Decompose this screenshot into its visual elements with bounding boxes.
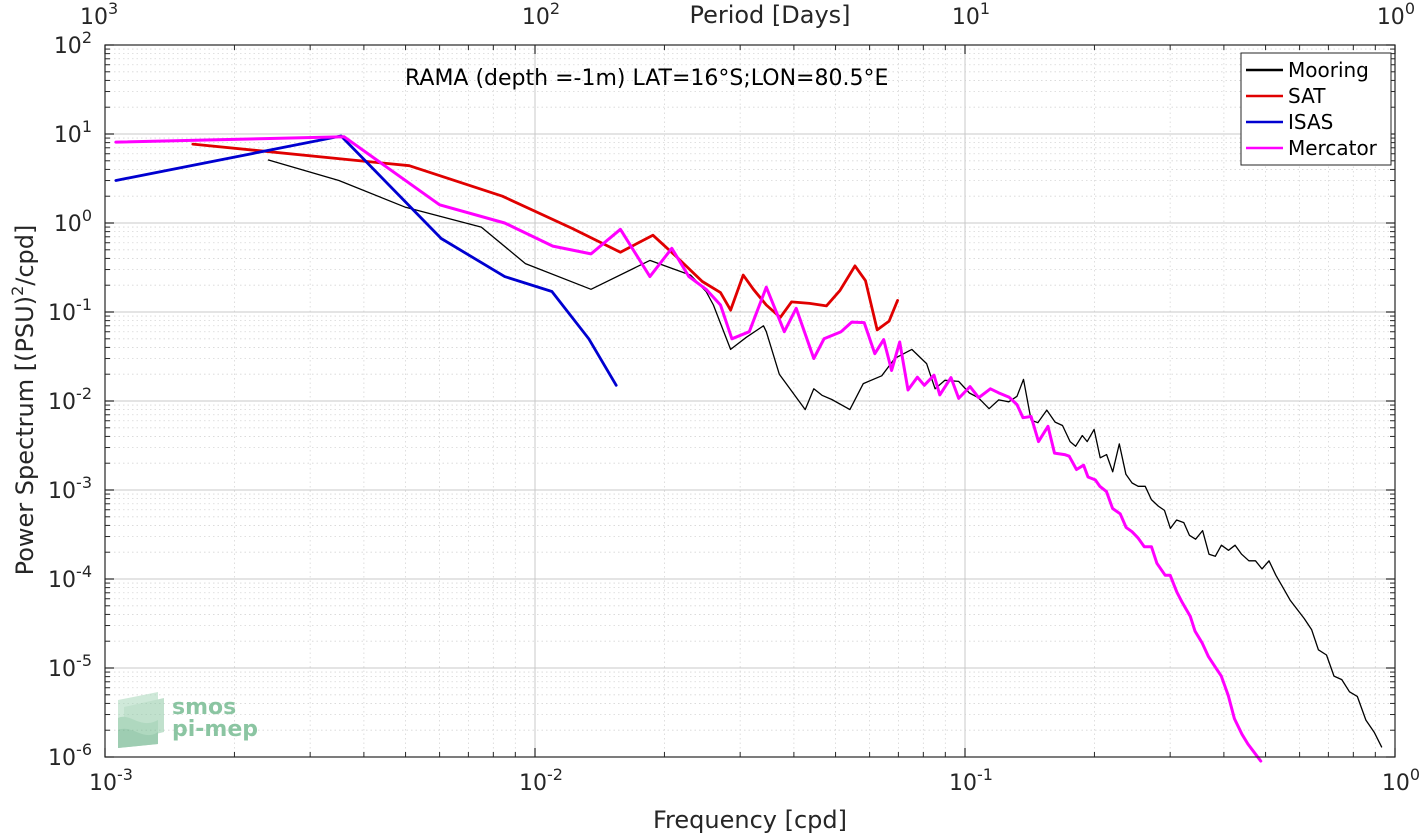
chart-title: RAMA (depth =-1m) LAT=16°S;LON=80.5°E bbox=[405, 66, 888, 91]
y-tick-label: 10-5 bbox=[48, 651, 92, 682]
top-x-tick-label-base: 10 bbox=[80, 5, 108, 30]
top-x-tick-label-exponent: 0 bbox=[1405, 0, 1415, 18]
y-tick-label-exponent: -5 bbox=[76, 651, 92, 670]
y-tick-label-exponent: 0 bbox=[82, 206, 92, 225]
y-tick-label: 10-3 bbox=[48, 473, 92, 504]
top-x-tick-label-exponent: 2 bbox=[550, 0, 560, 18]
legend-box bbox=[1240, 52, 1392, 166]
x-axis-label: Frequency [cpd] bbox=[653, 806, 847, 834]
y-tick-label: 10-1 bbox=[48, 295, 92, 326]
x-tick-label-exponent: 0 bbox=[1410, 765, 1420, 784]
x-tick-label: 100 bbox=[1382, 765, 1420, 796]
legend-label-mercator: Mercator bbox=[1288, 136, 1378, 160]
y-tick-label-base: 10 bbox=[54, 34, 82, 59]
legend-label-mooring: Mooring bbox=[1288, 58, 1369, 82]
y-tick-label: 10-4 bbox=[48, 562, 92, 593]
logo-line-pi-mep: pi-mep bbox=[172, 717, 258, 742]
logo-line-smos: smos bbox=[172, 695, 236, 720]
y-axis-label-tail: /cpd] bbox=[11, 225, 39, 286]
y-tick-label-base: 10 bbox=[48, 479, 76, 504]
x-tick-label-base: 10 bbox=[89, 771, 117, 796]
logo-waves-icon bbox=[118, 692, 164, 748]
y-tick-label: 10-6 bbox=[48, 740, 92, 771]
top-x-tick-label-base: 10 bbox=[1377, 5, 1405, 30]
y-tick-label-exponent: 1 bbox=[82, 117, 92, 136]
top-x-tick-label-base: 10 bbox=[522, 5, 550, 30]
series-line-mercator bbox=[114, 135, 1263, 763]
top-x-tick-label-base: 10 bbox=[952, 5, 980, 30]
y-tick-label-exponent: 2 bbox=[82, 28, 92, 47]
x-tick-label-base: 10 bbox=[519, 771, 547, 796]
top-x-axis-label: Period [Days] bbox=[689, 1, 850, 29]
y-tick-label-base: 10 bbox=[48, 390, 76, 415]
x-tick-label-exponent: -3 bbox=[117, 765, 133, 784]
legend-label-sat: SAT bbox=[1288, 84, 1326, 108]
y-tick-label-base: 10 bbox=[54, 123, 82, 148]
y-tick-label: 10-2 bbox=[48, 384, 92, 415]
top-x-tick-label: 103 bbox=[80, 0, 118, 30]
y-tick-label-exponent: -2 bbox=[76, 384, 92, 403]
y-tick-label: 100 bbox=[54, 206, 92, 237]
y-tick-label-exponent: -1 bbox=[76, 295, 92, 314]
top-x-tick-label: 101 bbox=[952, 0, 990, 30]
tick-marks bbox=[104, 44, 1396, 758]
x-tick-label: 10-1 bbox=[949, 765, 993, 796]
y-tick-label-base: 10 bbox=[48, 746, 76, 771]
y-tick-label-exponent: -4 bbox=[76, 562, 92, 581]
y-tick-label-base: 10 bbox=[54, 212, 82, 237]
x-tick-label-base: 10 bbox=[1382, 771, 1410, 796]
series-layer bbox=[114, 134, 1383, 763]
x-tick-label-base: 10 bbox=[949, 771, 977, 796]
smos-pi-mep-logo: smos pi-mep bbox=[118, 692, 258, 748]
y-tick-label: 101 bbox=[54, 117, 92, 148]
top-x-tick-label: 100 bbox=[1377, 0, 1415, 30]
y-tick-label-exponent: -6 bbox=[76, 740, 92, 759]
y-tick-label-base: 10 bbox=[48, 301, 76, 326]
series-line-mooring bbox=[267, 159, 1383, 748]
legend-label-isas: ISAS bbox=[1288, 110, 1333, 134]
y-axis-label: Power Spectrum [(PSU)2/cpd] bbox=[8, 225, 39, 576]
y-tick-label-base: 10 bbox=[48, 657, 76, 682]
x-tick-label-exponent: -2 bbox=[547, 765, 563, 784]
top-x-tick-label-exponent: 3 bbox=[108, 0, 118, 18]
x-tick-label-exponent: -1 bbox=[977, 765, 993, 784]
x-tick-label: 10-3 bbox=[89, 765, 133, 796]
y-tick-label-exponent: -3 bbox=[76, 473, 92, 492]
y-axis-label-main: Power Spectrum [(PSU) bbox=[11, 296, 39, 575]
y-tick-label: 102 bbox=[54, 28, 92, 59]
top-x-tick-label: 102 bbox=[522, 0, 560, 30]
top-x-tick-label-exponent: 1 bbox=[980, 0, 990, 18]
x-tick-label: 10-2 bbox=[519, 765, 563, 796]
y-axis-label-sup: 2 bbox=[8, 286, 27, 296]
y-tick-label-base: 10 bbox=[48, 568, 76, 593]
